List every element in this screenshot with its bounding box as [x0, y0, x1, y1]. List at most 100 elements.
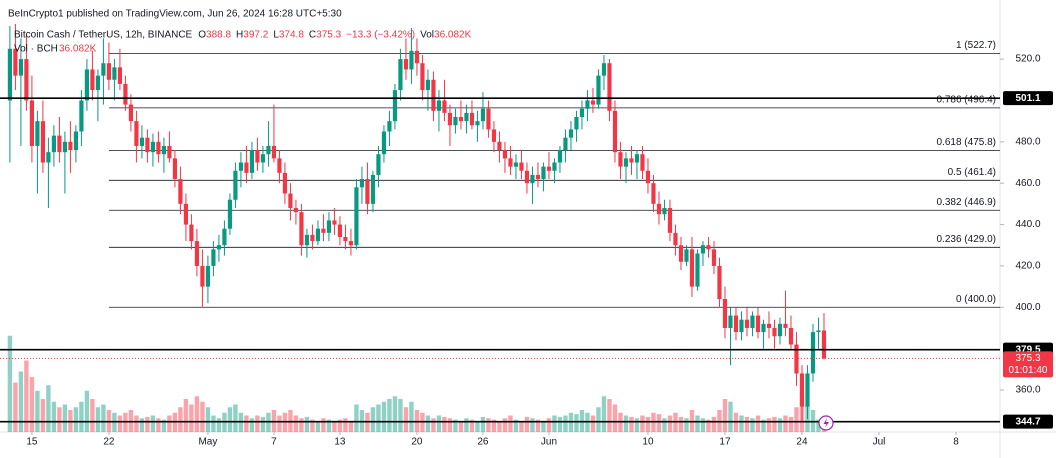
volume-bar — [766, 418, 772, 432]
candle-body — [513, 162, 519, 167]
y-tick-label: 520.0 — [1015, 54, 1040, 65]
legend-key: Vol — [420, 30, 434, 41]
candle-body — [84, 69, 89, 101]
volume-bar — [95, 407, 101, 432]
volume-bar — [607, 399, 612, 432]
legend-value: 375.3 — [316, 30, 341, 41]
candle-body — [695, 253, 700, 287]
volume-legend-value: 36.082K — [59, 44, 97, 55]
legend-value: 388.8 — [206, 30, 231, 41]
candle-body — [596, 75, 601, 105]
volume-bar — [530, 418, 535, 432]
volume-bar — [563, 415, 568, 432]
legend-key: C — [309, 30, 316, 41]
volume-bar — [601, 396, 607, 432]
volume-bar — [62, 404, 68, 432]
candle-body — [684, 249, 689, 262]
volume-bar — [205, 407, 211, 432]
candle-body — [13, 48, 18, 76]
volume-bar — [596, 407, 601, 432]
volume-bar — [640, 415, 645, 432]
candle-body — [24, 59, 29, 101]
candle-body — [623, 158, 629, 167]
volume-bar — [216, 418, 222, 432]
candle-body — [365, 179, 370, 204]
volume-bar — [178, 407, 183, 432]
volume-bar — [535, 419, 541, 432]
candle-body — [7, 48, 12, 101]
volume-bar — [145, 416, 150, 432]
candle-body — [79, 100, 84, 132]
candle-body — [579, 108, 585, 118]
volume-bar — [557, 416, 563, 432]
volume-bar — [40, 399, 46, 432]
volume-bar — [552, 415, 557, 432]
x-tick-label: 24 — [796, 437, 808, 448]
volume-bar — [816, 419, 821, 432]
candle-body — [35, 121, 40, 146]
volume-bar — [337, 419, 343, 432]
volume-bar — [293, 415, 299, 432]
volume-bar — [403, 407, 409, 432]
volume-bar — [101, 404, 106, 432]
candle-body — [57, 135, 62, 153]
symbol: Bitcoin Cash / TetherUS, 12h, BINANCE — [14, 30, 193, 41]
volume-bar — [387, 399, 392, 432]
candle-body — [557, 150, 563, 163]
candle-body — [700, 245, 706, 254]
candle-layer — [7, 23, 827, 422]
price-tag-label: 501.1 — [1015, 93, 1040, 104]
candle-body — [706, 245, 711, 250]
candle-body — [794, 344, 799, 374]
candle-body — [271, 145, 277, 159]
legend-value: 374.8 — [279, 30, 304, 41]
volume-bar — [117, 415, 123, 432]
volume-bar — [233, 404, 238, 432]
volume-bar — [310, 419, 315, 432]
volume-bar — [475, 421, 480, 432]
fib-label: 0.618 (475.8) — [937, 137, 997, 148]
volume-bar — [211, 415, 216, 432]
price-tag-label: 344.7 — [1015, 416, 1040, 427]
legend-value: −13.3 (−3.42%) — [346, 30, 415, 41]
candle-body — [788, 327, 794, 345]
publisher: BeInCrypto1 published on TradingView.com… — [8, 9, 342, 20]
x-tick-label: 7 — [271, 437, 277, 448]
volume-bar — [167, 415, 172, 432]
volume-bar — [480, 416, 486, 432]
candle-body — [156, 141, 161, 155]
volume-bar — [513, 419, 519, 432]
candle-body — [733, 315, 739, 333]
legend-key: L — [273, 30, 279, 41]
volume-bar — [260, 416, 266, 432]
candle-body — [612, 110, 618, 153]
candle-body — [359, 179, 365, 188]
price-line-layer: 501.1 379.5 344.7 375.301:01:40 — [0, 91, 1053, 429]
ohlc-legend: O 388.8 H 397.2 L 374.8 C 375.3 −13.3 (−3.42%) Vo… — [198, 30, 471, 41]
candle-body — [249, 150, 255, 173]
volume-bar — [134, 415, 139, 432]
candle-body — [178, 179, 183, 204]
volume-bar — [326, 419, 332, 432]
candle-body — [260, 154, 266, 163]
volume-bar — [244, 415, 249, 432]
volume-bar — [458, 421, 464, 432]
volume-bar — [519, 421, 524, 432]
candle-body — [689, 249, 695, 287]
candle-body — [304, 234, 310, 246]
last-price-label: 375.3 — [1015, 353, 1040, 364]
candle-body — [772, 327, 777, 337]
volume-bar — [73, 407, 79, 432]
volume-bar — [343, 418, 348, 432]
candle-body — [139, 137, 145, 146]
candle-body — [442, 100, 447, 113]
candle-body — [535, 174, 541, 180]
volume-bar — [348, 421, 354, 432]
volume-bar — [508, 415, 513, 432]
y-tick-label: 360.0 — [1015, 385, 1040, 396]
volume-legend-label: Vol · BCH — [14, 44, 58, 55]
candle-body — [546, 166, 552, 171]
volume-bar — [722, 399, 728, 432]
candle-body — [95, 75, 100, 91]
